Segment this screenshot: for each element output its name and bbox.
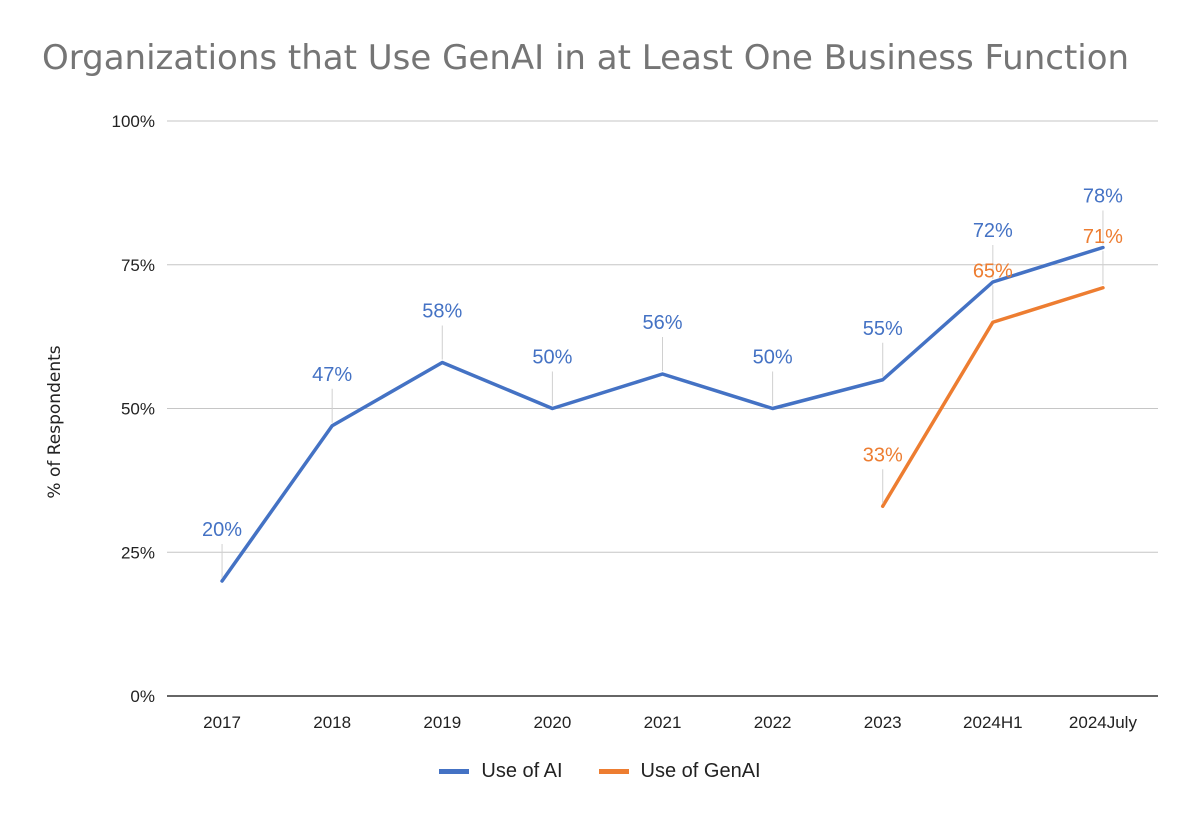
x-tick-label: 2019 <box>423 713 461 732</box>
legend-swatch-use-of-ai <box>439 769 470 774</box>
x-tick-label: 2023 <box>864 713 902 732</box>
data-label-use-of-ai: 55% <box>863 318 903 340</box>
y-tick-label: 50% <box>121 400 155 419</box>
data-label-use-of-ai: 50% <box>532 347 572 369</box>
legend-label-use-of-ai: Use of AI <box>481 760 563 782</box>
data-label-use-of-genai: 33% <box>863 444 903 466</box>
chart-title: Organizations that Use GenAI in at Least… <box>42 38 1130 78</box>
x-tick-label: 2021 <box>644 713 682 732</box>
series-line-use-of-genai <box>880 286 1105 508</box>
x-tick-label: 2017 <box>203 713 241 732</box>
data-label-use-of-ai: 50% <box>753 347 793 369</box>
x-tick-label: 2024July <box>1069 713 1138 732</box>
legend-label-use-of-genai: Use of GenAI <box>640 760 761 782</box>
legend-item-use-of-genai: Use of GenAI <box>598 760 761 783</box>
data-label-use-of-genai: 71% <box>1083 226 1123 248</box>
y-axis-label: % of Respondents <box>45 345 65 498</box>
data-label-use-of-ai: 20% <box>202 519 242 541</box>
series-line-use-of-ai <box>220 245 1105 583</box>
x-tick-label: 2018 <box>313 713 351 732</box>
data-label-use-of-ai: 72% <box>973 220 1013 242</box>
data-label-use-of-ai: 58% <box>422 301 462 323</box>
data-label-use-of-ai: 78% <box>1083 186 1123 208</box>
y-tick-label: 0% <box>130 687 155 706</box>
legend-swatch-use-of-genai <box>598 769 629 774</box>
legend: Use of AI Use of GenAI <box>0 760 1200 783</box>
x-tick-label: 2022 <box>754 713 792 732</box>
data-label-use-of-ai: 56% <box>642 312 682 334</box>
y-tick-label: 100% <box>112 112 155 131</box>
x-tick-label: 2020 <box>533 713 571 732</box>
x-tick-label: 2024H1 <box>963 713 1023 732</box>
legend-item-use-of-ai: Use of AI <box>439 760 563 783</box>
y-tick-label: 75% <box>121 256 155 275</box>
y-tick-label: 25% <box>121 543 155 562</box>
data-label-use-of-genai: 65% <box>973 260 1013 282</box>
data-label-use-of-ai: 47% <box>312 364 352 386</box>
